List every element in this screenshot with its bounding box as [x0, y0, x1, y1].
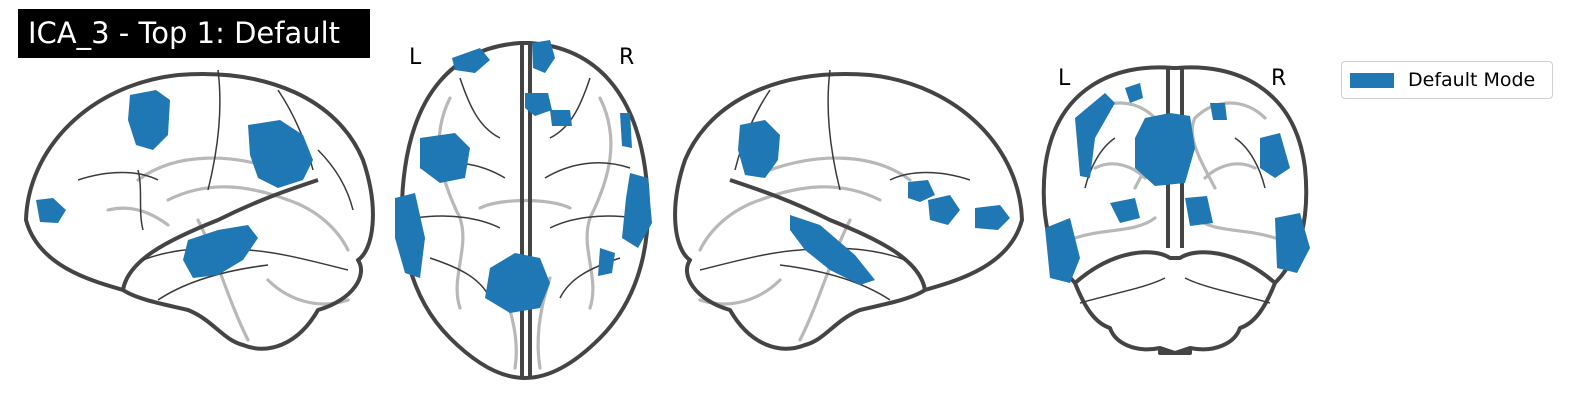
activation-blob	[248, 120, 313, 188]
legend-label-default-mode: Default Mode	[1408, 69, 1536, 91]
activation-blob	[1045, 218, 1080, 283]
activation-blob	[183, 225, 258, 278]
activation-blob	[790, 215, 875, 285]
activation-blob	[622, 173, 652, 248]
activation-blob	[908, 180, 935, 202]
activation-blob	[598, 248, 615, 276]
sagittal-left-view	[18, 60, 378, 360]
coronal-right-label: R	[1271, 66, 1287, 91]
activation-blob	[1125, 83, 1143, 103]
axial-right-label: R	[619, 45, 635, 70]
sagittal-right-brain	[673, 69, 1024, 351]
activation-blob	[928, 195, 960, 225]
legend-swatch-default-mode	[1350, 73, 1394, 88]
activation-blob	[1275, 213, 1310, 273]
activation-blob	[738, 120, 780, 178]
axial-view: L R	[390, 38, 660, 383]
activation-blob	[420, 133, 470, 183]
coronal-left-label: L	[1058, 66, 1071, 91]
activation-blob	[395, 193, 425, 278]
activation-blob	[485, 253, 550, 313]
activation-blob	[1185, 196, 1213, 226]
activation-blob	[452, 48, 490, 73]
activation-blob	[1110, 198, 1140, 223]
axial-brain	[395, 40, 652, 380]
activation-blob	[620, 113, 632, 148]
activation-blob	[532, 40, 555, 73]
activation-blob	[128, 90, 170, 150]
coronal-view: L R	[1035, 58, 1315, 358]
axial-left-label: L	[409, 45, 422, 70]
activation-blob	[975, 205, 1010, 230]
activation-blob	[550, 110, 572, 126]
activation-blob	[525, 93, 552, 116]
figure-title: ICA_3 - Top 1: Default	[18, 9, 370, 58]
activation-blob	[1135, 113, 1195, 186]
activation-blob	[1260, 133, 1290, 178]
sagittal-right-view	[670, 60, 1030, 360]
legend: Default Mode	[1341, 61, 1553, 99]
coronal-brain	[1041, 65, 1310, 355]
sagittal-left-brain	[24, 69, 375, 351]
activation-blob	[1075, 93, 1115, 178]
activation-blob	[1210, 103, 1227, 120]
activation-blob	[36, 198, 66, 223]
